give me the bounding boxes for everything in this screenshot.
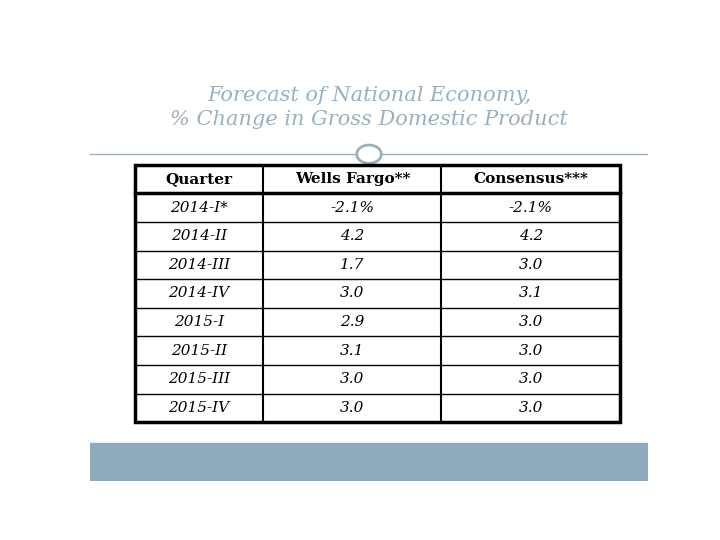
Text: -2.1%: -2.1% [330,200,374,214]
Text: 3.1: 3.1 [340,344,364,358]
Text: 2015-I: 2015-I [174,315,224,329]
Text: 3.0: 3.0 [340,401,364,415]
Circle shape [356,145,382,163]
Text: 4.2: 4.2 [340,229,364,243]
Text: 2015-II: 2015-II [171,344,227,358]
Text: % Change in Gross Domestic Product: % Change in Gross Domestic Product [170,110,568,129]
Text: 2015-III: 2015-III [168,373,230,387]
Text: 2014-III: 2014-III [168,258,230,272]
Text: 1.7: 1.7 [340,258,364,272]
Text: 2015-IV: 2015-IV [168,401,230,415]
Text: Forecast of National Economy,: Forecast of National Economy, [207,86,531,105]
Text: Wells Fargo**: Wells Fargo** [294,172,410,186]
Text: 2.9: 2.9 [340,315,364,329]
Text: 4.2: 4.2 [518,229,543,243]
Text: 3.0: 3.0 [518,258,543,272]
Text: 3.0: 3.0 [518,401,543,415]
Text: 3.1: 3.1 [518,287,543,300]
Text: -2.1%: -2.1% [509,200,553,214]
Text: 3.0: 3.0 [518,344,543,358]
Text: Consensus***: Consensus*** [473,172,588,186]
Text: 3.0: 3.0 [340,373,364,387]
Text: 2014-II: 2014-II [171,229,227,243]
Text: 2014-IV: 2014-IV [168,287,230,300]
Text: 3.0: 3.0 [340,287,364,300]
Bar [135,165,620,422]
Text: 3.0: 3.0 [518,373,543,387]
Text: Quarter: Quarter [166,172,233,186]
Text: 2014-I*: 2014-I* [170,200,228,214]
Bar [90,443,648,481]
Text: 3.0: 3.0 [518,315,543,329]
